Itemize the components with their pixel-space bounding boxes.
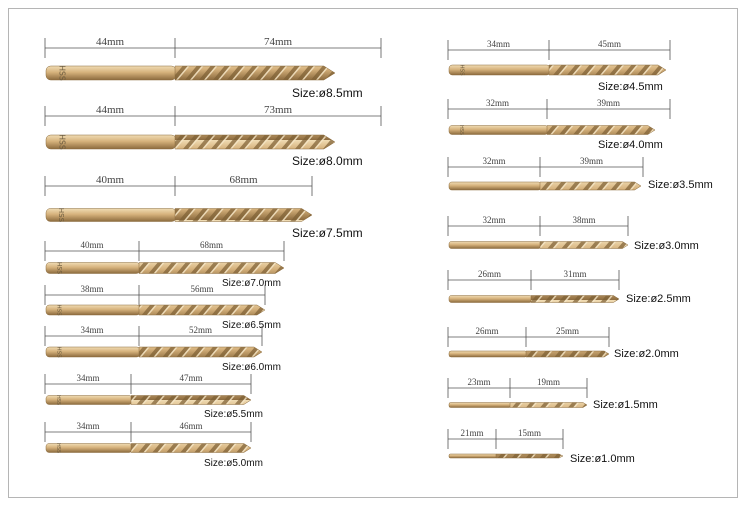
shank-length-label: 32mm (486, 98, 509, 108)
hss-marking: HSS (458, 125, 464, 135)
shank-length-label: 40mm (96, 174, 125, 186)
hss-marking: HSS (56, 346, 62, 358)
drill-bit-16: 21mm 15mm Size:ø1.0mm (447, 428, 635, 465)
drill-flute (138, 262, 285, 274)
drill-flute (138, 346, 263, 358)
size-label: Size:ø5.0mm (204, 458, 263, 469)
shank-length-label: 23mm (467, 377, 490, 387)
shank-length-label: 26mm (475, 326, 498, 336)
shank-length-label: 26mm (478, 269, 501, 279)
size-label: Size:ø2.0mm (614, 348, 679, 360)
flute-length-label: 68mm (200, 240, 223, 250)
shank-length-label: 34mm (76, 421, 99, 431)
drill-flute (548, 64, 667, 76)
drill-shank (448, 402, 512, 408)
drill-flute (174, 65, 336, 81)
drill-flute (525, 350, 610, 358)
drill-bit-3: 40mm 68mm HSS Size:ø7.5mm (44, 174, 363, 240)
hss-marking: HSS (56, 304, 62, 316)
drill-flute (138, 304, 266, 316)
drill-shank (448, 350, 528, 358)
flute-length-label: 56mm (190, 284, 213, 294)
hss-marking: HSS (55, 443, 61, 453)
size-label: Size:ø3.5mm (648, 179, 713, 191)
shank-length-label: 34mm (80, 325, 103, 335)
drill-bit-9: 34mm 45mm HSS Size:ø4.5mm (447, 39, 671, 93)
drill-bit-2: 44mm 73mm HSS Size:ø8.0mm (44, 104, 382, 168)
flute-length-label: 39mm (580, 156, 603, 166)
shank-length-label: 34mm (487, 39, 510, 49)
shank-length-label: 32mm (482, 156, 505, 166)
size-label: Size:ø8.5mm (292, 86, 363, 100)
drill-flute (509, 402, 588, 408)
size-label: Size:ø7.5mm (292, 226, 363, 240)
drill-shank (448, 181, 542, 191)
drill-bit-13: 26mm 31mm Size:ø2.5mm (447, 269, 691, 305)
drill-flute (495, 453, 564, 459)
drill-bit-14: 26mm 25mm Size:ø2.0mm (447, 326, 679, 360)
drill-flute (174, 134, 336, 150)
flute-length-label: 74mm (264, 36, 293, 48)
flute-length-label: 46mm (179, 421, 202, 431)
size-label: Size:ø3.0mm (634, 240, 699, 252)
hss-marking: HSS (459, 64, 465, 76)
size-label: Size:ø7.0mm (222, 278, 281, 289)
image-border (8, 8, 738, 498)
flute-length-label: 15mm (518, 428, 541, 438)
size-label: Size:ø1.0mm (570, 453, 635, 465)
shank-length-label: 40mm (80, 240, 103, 250)
drill-bit-11: 32mm 39mm Size:ø3.5mm (447, 156, 713, 191)
shank-length-label: 34mm (76, 373, 99, 383)
flute-length-label: 52mm (189, 325, 212, 335)
hss-marking: HSS (57, 134, 66, 150)
drill-bit-6: 34mm 52mm HSS Size:ø6.0mm (44, 325, 281, 373)
size-label: Size:ø2.5mm (626, 293, 691, 305)
size-label: Size:ø1.5mm (593, 399, 658, 411)
drill-bit-12: 32mm 38mm Size:ø3.0mm (447, 215, 699, 252)
drill-bit-10: 32mm 39mm HSS Size:ø4.0mm (447, 98, 671, 151)
drill-flute (539, 181, 642, 191)
drill-flute (546, 125, 656, 135)
flute-length-label: 45mm (598, 39, 621, 49)
drill-flute (530, 295, 620, 303)
size-label: Size:ø4.0mm (598, 139, 663, 151)
hss-marking: HSS (56, 262, 63, 274)
shank-length-label: 44mm (96, 104, 125, 116)
flute-length-label: 25mm (556, 326, 579, 336)
size-label: Size:ø6.5mm (222, 320, 281, 331)
hss-marking: HSS (55, 395, 61, 405)
flute-length-label: 73mm (264, 104, 293, 116)
flute-length-label: 31mm (563, 269, 586, 279)
drill-bit-1: 44mm 74mm HSS Size:ø8.5mm (44, 36, 382, 100)
shank-length-label: 32mm (482, 215, 505, 225)
size-label: Size:ø6.0mm (222, 362, 281, 373)
drill-bit-15: 23mm 19mm Size:ø1.5mm (447, 377, 658, 411)
drill-flute (539, 241, 629, 249)
size-label: Size:ø4.5mm (598, 81, 663, 93)
drill-shank (448, 453, 498, 459)
hss-marking: HSS (57, 208, 66, 223)
flute-length-label: 47mm (179, 373, 202, 383)
size-label: Size:ø5.5mm (204, 409, 263, 420)
drill-bit-5: 38mm 56mm HSS Size:ø6.5mm (44, 284, 281, 331)
flute-length-label: 39mm (597, 98, 620, 108)
flute-length-label: 68mm (229, 174, 258, 186)
flute-length-label: 19mm (537, 377, 560, 387)
shank-length-label: 21mm (460, 428, 483, 438)
drill-flute (130, 443, 252, 453)
drill-shank (448, 241, 542, 249)
size-label: Size:ø8.0mm (292, 154, 363, 168)
hss-marking: HSS (57, 65, 66, 81)
shank-length-label: 38mm (80, 284, 103, 294)
drill-bit-7: 34mm 47mm HSS Size:ø5.5mm (44, 373, 263, 420)
drill-flute (130, 395, 252, 405)
drill-bit-4: 40mm 68mm HSS Size:ø7.0mm (44, 240, 285, 289)
shank-length-label: 44mm (96, 36, 125, 48)
drill-flute (174, 208, 313, 222)
drill-shank (448, 295, 533, 303)
drill-bit-8: 34mm 46mm HSS Size:ø5.0mm (44, 421, 263, 469)
flute-length-label: 38mm (572, 215, 595, 225)
